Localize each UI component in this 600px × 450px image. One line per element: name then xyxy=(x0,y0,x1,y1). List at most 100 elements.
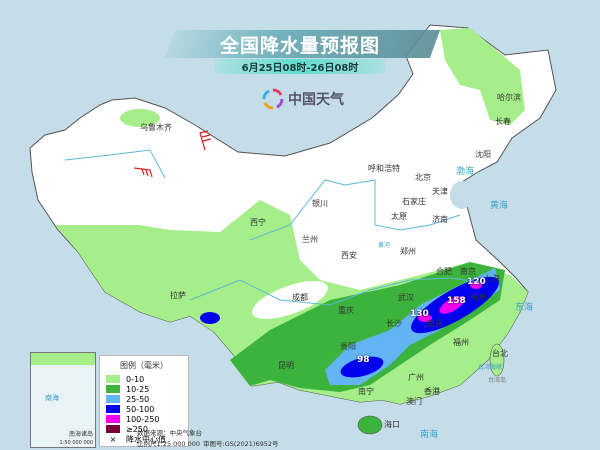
legend-swatch xyxy=(106,405,120,413)
city-haikou: 海口 xyxy=(384,420,400,429)
city-hefei: 合肥 xyxy=(436,267,452,276)
rain-center-value: 158 xyxy=(447,296,466,306)
legend-item: 25-50 xyxy=(106,394,182,404)
city-zhengzhou: 郑州 xyxy=(400,247,416,256)
taiwan-island xyxy=(489,343,505,377)
inset-rain xyxy=(31,353,95,365)
city-macau: 澳门 xyxy=(406,397,422,406)
legend-item: × 降水中心值 xyxy=(106,434,182,444)
yangtze-river xyxy=(189,277,481,306)
label-taiwan-island: 台湾岛 xyxy=(488,377,507,384)
city-nanchang: 南昌 xyxy=(427,319,443,328)
china-weather-swirl-logo-icon xyxy=(262,88,284,110)
city-beijing: 北京 xyxy=(415,173,431,182)
city-taipei: 台北 xyxy=(492,349,508,358)
legend-label: 100-250 xyxy=(126,414,160,424)
logo-text: 中国天气 xyxy=(288,92,344,108)
footer-approval: 审图号:GS(2021)6952号 xyxy=(203,440,279,448)
river-yellow: 黄河 xyxy=(378,242,391,249)
city-shanghai: 上海 xyxy=(484,274,500,283)
city-fuzhou: 福州 xyxy=(453,338,469,347)
rain-white-yunnan xyxy=(252,281,328,319)
rain-100-250-a xyxy=(439,296,465,314)
rain-50-100-guangxi xyxy=(340,356,384,378)
footer-scale: 比例尺1:25 000 000 xyxy=(137,440,201,448)
city-kunming: 昆明 xyxy=(278,361,294,370)
city-changchun: 长春 xyxy=(495,117,511,126)
city-chengdu: 成都 xyxy=(292,293,308,302)
city-nanjing: 南京 xyxy=(460,267,476,276)
tarim-river xyxy=(64,149,166,179)
sea-bohai: 渤海 xyxy=(456,167,475,177)
sea-east: 东海 xyxy=(515,303,534,313)
legend-swatch xyxy=(106,415,120,423)
rain-center-value: 98 xyxy=(357,355,370,365)
legend-label: ≥250 xyxy=(126,424,148,434)
rain-100-250-b xyxy=(418,314,432,322)
city-guiyang: 贵阳 xyxy=(340,342,356,351)
city-hohhot: 呼和浩特 xyxy=(368,164,400,173)
city-xian: 西安 xyxy=(341,251,357,260)
city-xining: 西宁 xyxy=(250,218,266,227)
legend-item: 0-10 xyxy=(106,374,182,384)
map-title: 全国降水量预报图 xyxy=(219,35,380,57)
south-china-sea-inset: 南海 南海诸岛 1:50 000 000 xyxy=(30,352,96,448)
city-harbin: 哈尔滨 xyxy=(497,93,521,102)
city-urumqi: 乌鲁木齐 xyxy=(140,123,172,132)
footer-source: 数据来源：中央气象台 xyxy=(137,429,202,437)
legend-item: ≥250 xyxy=(106,424,182,434)
map-subtitle: 6月25日08时-26日08时 xyxy=(241,63,359,74)
legend-label: 10-25 xyxy=(126,384,150,394)
sea-south: 南海 xyxy=(420,430,439,440)
legend-item: 10-25 xyxy=(106,384,182,394)
bohai-sea xyxy=(450,181,474,209)
rain-0-10-north xyxy=(440,28,525,125)
sea-taiwan-strait: 台湾海峡 xyxy=(478,364,503,371)
rain-100-250-c xyxy=(470,281,482,289)
legend-title: 图例（毫米） xyxy=(120,361,168,370)
city-nanning: 南宁 xyxy=(358,387,374,396)
legend-swatch xyxy=(106,425,120,433)
city-lanzhou: 兰州 xyxy=(302,235,318,244)
legend-swatch xyxy=(106,395,120,403)
legend-item: 100-250 xyxy=(106,414,182,424)
legend-label: 25-50 xyxy=(126,394,150,404)
legend-label: 0-10 xyxy=(126,374,145,384)
legend-swatch xyxy=(106,375,120,383)
city-tianjin: 天津 xyxy=(432,187,448,196)
inset-scale: 1:50 000 000 xyxy=(59,440,94,446)
hainan-island xyxy=(357,415,383,435)
wind-barb-1 xyxy=(199,130,212,151)
city-wuhan: 武汉 xyxy=(398,293,414,302)
logo: 中国天气 xyxy=(262,88,344,110)
legend-item: 50-100 xyxy=(106,404,182,414)
city-chongqing: 重庆 xyxy=(338,306,354,315)
legend-swatch xyxy=(106,385,120,393)
yellow-river xyxy=(249,179,461,241)
inset-title: 南海诸岛 xyxy=(68,431,93,438)
subtitle-band xyxy=(215,59,385,74)
city-shenyang: 沈阳 xyxy=(475,150,491,159)
city-hongkong: 香港 xyxy=(424,387,440,396)
rain-10-25 xyxy=(230,262,505,392)
legend: 图例（毫米） 0-10 10-25 25-50 50-100 100-250 ≥… xyxy=(99,355,189,447)
rain-50-100-tibet xyxy=(200,312,220,324)
legend-label: 50-100 xyxy=(126,404,155,414)
city-guangzhou: 广州 xyxy=(408,373,424,382)
city-shijiazhuang: 石家庄 xyxy=(402,197,426,206)
city-yinchuan: 银川 xyxy=(312,199,328,208)
city-jinan: 济南 xyxy=(432,215,448,224)
rain-center-marker-icon: × xyxy=(109,434,117,444)
city-taiyuan: 太原 xyxy=(391,212,407,221)
rain-center-value: 130 xyxy=(410,309,429,319)
city-changsha: 长沙 xyxy=(386,319,402,328)
rain-center-value: 120 xyxy=(467,277,486,287)
rain-0-10-urumqi xyxy=(120,109,160,127)
city-lhasa: 拉萨 xyxy=(170,291,186,300)
legend-label: 降水中心值 xyxy=(126,434,166,444)
inset-sea: 南海 xyxy=(45,394,59,402)
sea-yellow: 黄海 xyxy=(490,201,509,211)
wind-barb-2 xyxy=(133,167,153,178)
city-hangzhou: 杭州 xyxy=(470,293,486,302)
